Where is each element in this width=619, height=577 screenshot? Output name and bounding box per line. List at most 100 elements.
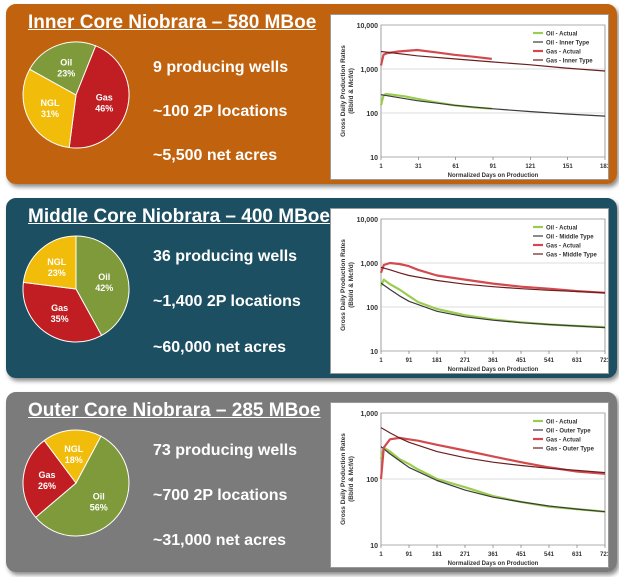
outer-core-panel: Outer Core Niobrara – 285 MBoe Oil 56% Gas… xyxy=(6,392,617,572)
y-tick-label: 1,000 xyxy=(360,67,378,74)
net-acres: ~31,000 net acres xyxy=(153,532,286,549)
pie-slice-gas xyxy=(68,45,130,149)
y-axis-title: Gross Daily Production Rates(Bbl/d & Mcf… xyxy=(340,45,355,137)
x-tick-label: 121 xyxy=(525,164,536,170)
middle-core-panel: Middle Core Niobrara – 400 MBoe Oil 42% Ga… xyxy=(6,198,617,378)
pie-slice-gas xyxy=(22,439,77,519)
panel-title: Outer Core Niobrara – 285 MBoe xyxy=(28,400,321,421)
legend-label: Oil - Actual xyxy=(546,226,578,232)
pie-label-pct: 23% xyxy=(48,268,66,278)
pie-label-name: Gas xyxy=(39,470,56,480)
x-tick-label: 361 xyxy=(488,358,499,364)
pie-slice-oil xyxy=(28,41,97,96)
y-tick-label: 100 xyxy=(366,111,378,118)
x-tick-label: 181 xyxy=(432,552,443,558)
production-chart-svg: 10 100 1,000 1 91 181 271 361 451 541 631 721 Normal… xyxy=(340,411,608,567)
series-line-gas-actual xyxy=(379,48,492,66)
x-tick-label: 1 xyxy=(379,358,383,364)
pie-label-name: Gas xyxy=(96,92,113,102)
pie-slice-ngl xyxy=(22,235,77,290)
legend-label: Gas - Inner Type xyxy=(546,59,593,65)
x-tick-label: 721 xyxy=(600,552,608,558)
panel-title: Middle Core Niobrara – 400 MBoe xyxy=(28,206,330,227)
y-tick-label: 10 xyxy=(370,543,378,550)
x-tick-label: 91 xyxy=(490,164,497,170)
producing-wells: 36 producing wells xyxy=(153,248,298,265)
legend-label: Gas - Actual xyxy=(546,50,581,56)
pie-label-name: Oil xyxy=(93,491,105,501)
pie-slice-oil xyxy=(34,435,130,537)
series-line-gas-actual xyxy=(379,261,606,294)
series-line-gas-middle-type xyxy=(380,266,606,294)
x-tick-label: 91 xyxy=(406,358,413,364)
x-axis-title: Normalized Days on Production xyxy=(448,561,539,567)
pie-label-name: Gas xyxy=(51,303,68,313)
production-chart-svg: 10 100 1,000 10,000 1 91 181 271 361 451 541 631 721… xyxy=(340,217,608,373)
pie-label-pct: 23% xyxy=(57,69,75,79)
pie-slice-oil xyxy=(75,235,130,337)
x-tick-label: 361 xyxy=(488,552,499,558)
inner-core-panel: Inner Core Niobrara – 580 MBoe Oil 23% Gas… xyxy=(6,4,617,184)
pie-label-name: Oil xyxy=(60,58,72,68)
pie-label-name: NGL xyxy=(64,444,84,454)
x-tick-label: 31 xyxy=(415,164,422,170)
production-chart: 10 100 1,000 10,000 1 31 61 91 121 151 181 Normaliz… xyxy=(330,14,609,180)
y-tick-label: 10 xyxy=(370,349,378,356)
y-tick-label: 10,000 xyxy=(357,217,379,224)
net-acres: ~60,000 net acres xyxy=(153,339,286,356)
production-chart-svg: 10 100 1,000 10,000 1 31 61 91 121 151 181 Normaliz… xyxy=(340,23,608,179)
x-tick-label: 181 xyxy=(600,164,608,170)
x-axis-title: Normalized Days on Production xyxy=(448,367,539,373)
y-axis-title: Gross Daily Production Rates(Bbl/d & Mcf… xyxy=(340,239,355,331)
x-tick-label: 1 xyxy=(379,164,383,170)
pie-label-name: NGL xyxy=(47,257,67,267)
legend-label: Oil - Inner Type xyxy=(546,41,590,47)
pie-slice-ngl xyxy=(22,68,77,149)
legend-label: Gas - Actual xyxy=(546,244,581,250)
pie-label-pct: 35% xyxy=(51,314,69,324)
x-tick-label: 271 xyxy=(460,358,471,364)
legend-label: Gas - Middle Type xyxy=(546,253,598,259)
pie-label-name: NGL xyxy=(40,98,60,108)
pie-label-pct: 42% xyxy=(95,283,113,293)
y-tick-label: 100 xyxy=(366,305,378,312)
x-tick-label: 151 xyxy=(563,164,574,170)
x-tick-label: 631 xyxy=(572,358,583,364)
pie-slice-gas xyxy=(22,281,103,343)
legend-label: Gas - Actual xyxy=(546,438,581,444)
pie-label-pct: 56% xyxy=(90,502,108,512)
x-tick-label: 1 xyxy=(379,552,383,558)
legend-label: Oil - Middle Type xyxy=(546,235,594,241)
2p-locations: ~1,400 2P locations xyxy=(153,293,301,310)
y-tick-label: 100 xyxy=(366,477,378,484)
x-axis-title: Normalized Days on Production xyxy=(448,173,539,179)
x-tick-label: 91 xyxy=(406,552,413,558)
legend-label: Oil - Actual xyxy=(546,420,578,426)
x-tick-label: 181 xyxy=(432,358,443,364)
x-tick-label: 61 xyxy=(452,164,459,170)
x-tick-label: 541 xyxy=(544,358,555,364)
x-tick-label: 541 xyxy=(544,552,555,558)
production-chart: 10 100 1,000 10,000 1 91 181 271 361 451 541 631 721… xyxy=(330,208,609,374)
series-line-gas-actual xyxy=(379,436,606,480)
series-line-gas-outer-type xyxy=(380,427,606,474)
series-line-oil-inner-type xyxy=(380,94,606,117)
legend-label: Gas - Outer Type xyxy=(546,447,595,453)
pie-label-pct: 26% xyxy=(38,481,56,491)
production-chart: 10 100 1,000 1 91 181 271 361 451 541 631 721 Normal… xyxy=(330,402,609,568)
x-tick-label: 721 xyxy=(600,358,608,364)
y-tick-label: 1,000 xyxy=(360,261,378,268)
x-tick-label: 451 xyxy=(516,552,527,558)
series-line-oil-outer-type xyxy=(380,446,606,513)
legend-label: Oil - Actual xyxy=(546,32,578,38)
2p-locations: ~100 2P locations xyxy=(153,103,288,120)
pie-slice-ngl xyxy=(43,429,102,484)
panel-title: Inner Core Niobrara – 580 MBoe xyxy=(28,12,317,33)
y-axis-title: Gross Daily Production Rates(Bbl/d & Mcf… xyxy=(340,433,355,525)
series-line-gas-inner-type xyxy=(380,50,606,72)
pie-label-pct: 46% xyxy=(95,103,113,113)
x-tick-label: 631 xyxy=(572,552,583,558)
